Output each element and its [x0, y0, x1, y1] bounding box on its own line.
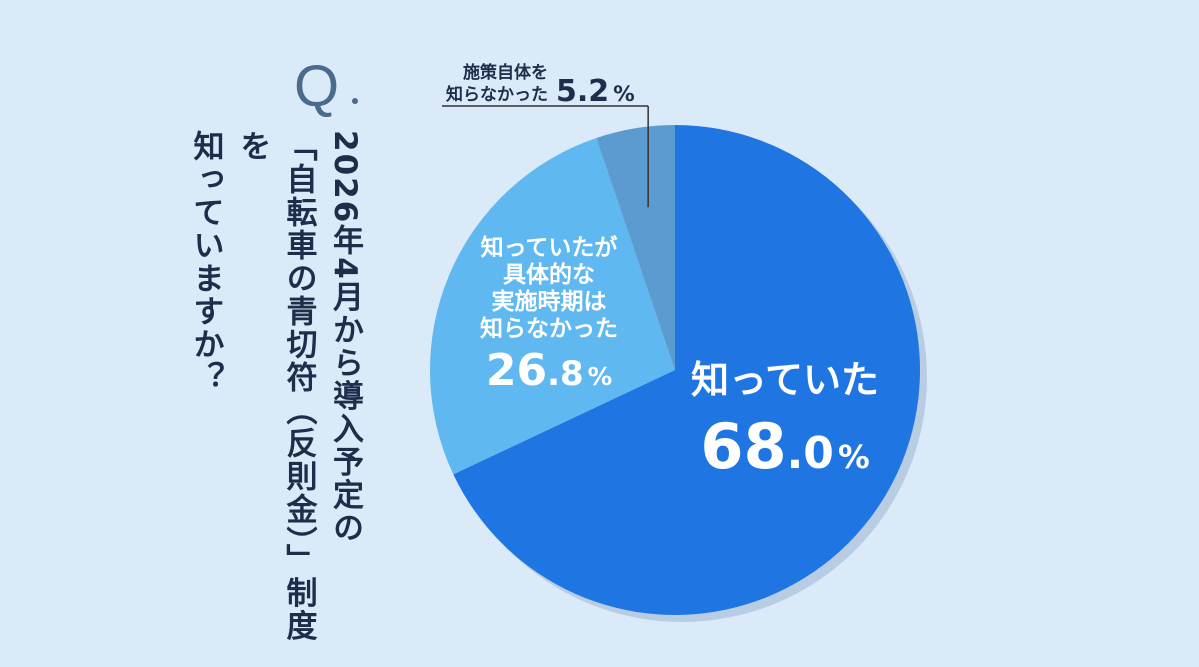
pie-slice-1	[453, 125, 920, 615]
slice-2-label-line-1: 知っていたが	[481, 234, 618, 261]
question-text: 2026年4月から導入予定の 「自転車の青切符（反則金）」制度を 知っていますか…	[188, 130, 368, 660]
question-line-3: 知っていますか？	[187, 130, 224, 394]
question-mark-q: Q	[294, 54, 340, 119]
slice-3-label-line-1: 施策自体を	[463, 62, 548, 83]
slice-3-value: 5.2%	[556, 74, 635, 109]
question-line-1: 2026年4月から導入予定の	[327, 130, 363, 545]
pie-slice-3	[596, 125, 675, 370]
question-mark-dot	[352, 98, 358, 104]
question-line-2: 「自転車の青切符（反則金）」制度を	[234, 130, 317, 643]
slice-1-label: 知っていた	[691, 358, 879, 402]
slice-2-label-line-2: 具体的な	[503, 261, 595, 288]
pie-slice-2	[429, 137, 675, 475]
slice-1-value: 68.0%	[700, 410, 869, 483]
slice-2-label-line-3: 実施時期は	[492, 288, 607, 315]
slice-2-label-line-4: 知らなかった	[480, 315, 618, 342]
slice-3-label-line-2: 知らなかった	[445, 84, 548, 105]
slice-2-value: 26.8%	[486, 345, 612, 396]
